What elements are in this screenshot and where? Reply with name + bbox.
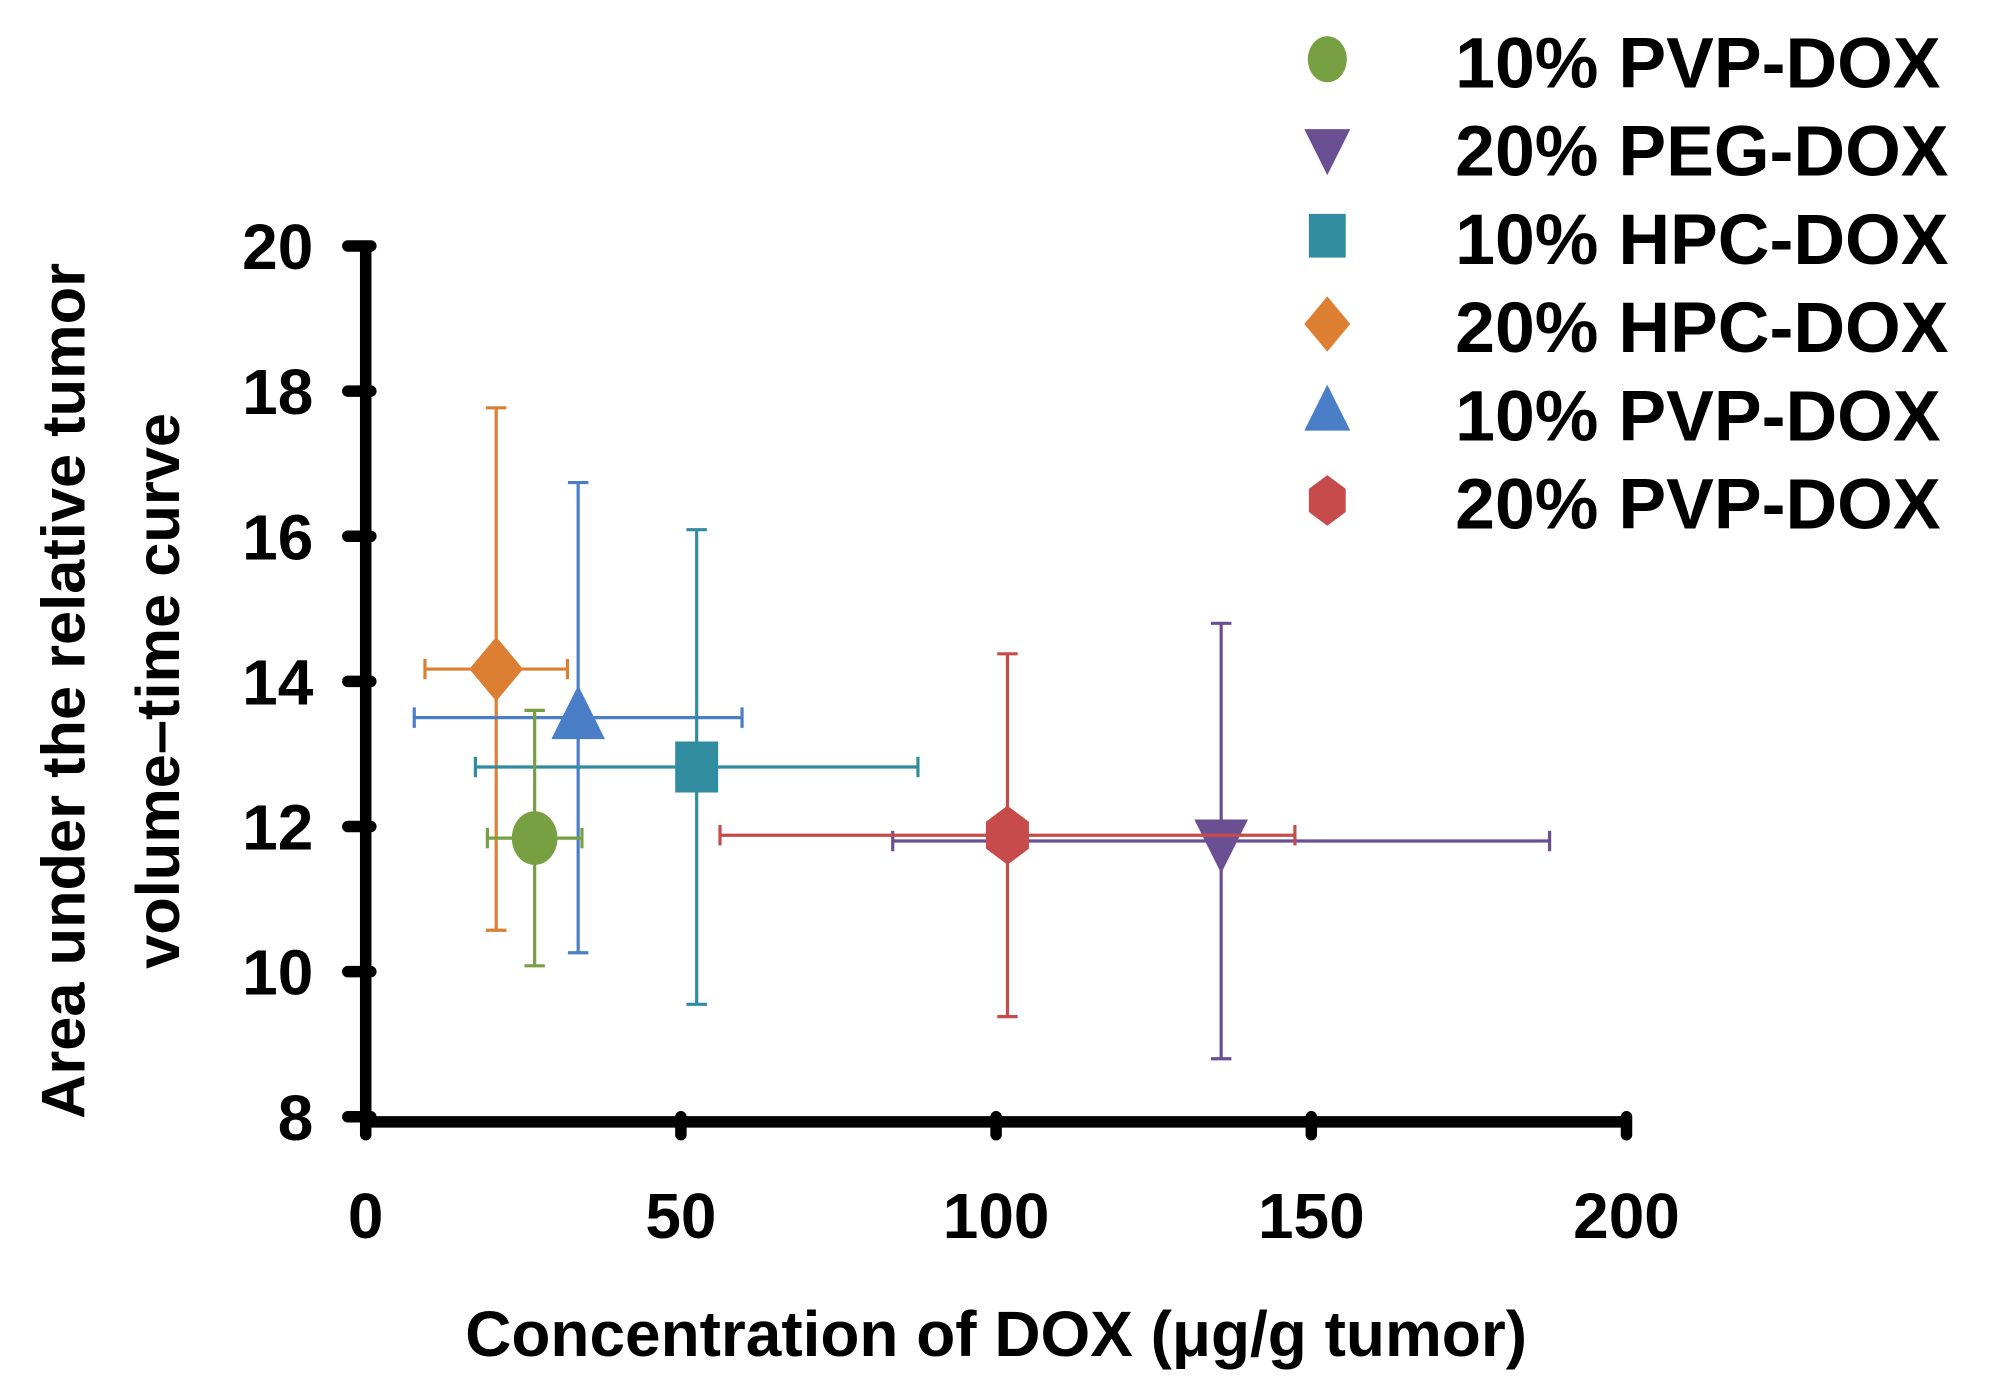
x-tick-label: 50	[645, 1180, 716, 1252]
legend-marker-square-icon	[1308, 213, 1346, 258]
legend-marker-triangle-down-icon	[1304, 129, 1351, 176]
legend-label: 20% HPC-DOX	[1455, 288, 1949, 368]
legend-marker-triangle-up-icon	[1304, 384, 1351, 431]
legend-item: 10% PVP-DOX	[1304, 376, 1941, 456]
ticks: 0 50 100 150 200 8 10 12 14 16 18 20	[242, 211, 1680, 1252]
y-axis-label-line-1: Area under the relative tumor	[29, 263, 98, 1119]
y-tick-label: 10	[242, 937, 313, 1009]
legend-label: 10% HPC-DOX	[1455, 200, 1949, 280]
legend-item: 20% HPC-DOX	[1304, 288, 1949, 368]
data-point-hexagon	[985, 805, 1029, 865]
data-marks	[412, 406, 1552, 1061]
legend-item: 10% PVP-DOX	[1307, 23, 1941, 103]
legend-item: 10% HPC-DOX	[1308, 200, 1949, 280]
data-point-group	[485, 708, 584, 968]
data-point-group	[412, 480, 744, 955]
legend-label: 10% PVP-DOX	[1455, 23, 1941, 103]
y-axis-label-line-2: volume–time curve	[124, 413, 193, 969]
legend-label: 10% PVP-DOX	[1455, 376, 1941, 456]
y-tick-label: 16	[242, 501, 313, 573]
legend-item: 20% PEG-DOX	[1304, 112, 1949, 192]
legend-label: 20% PVP-DOX	[1455, 465, 1941, 545]
legend-marker-diamond-icon	[1304, 296, 1351, 352]
data-point-circle	[511, 811, 558, 865]
y-tick-label: 14	[242, 646, 314, 718]
data-point-diamond	[469, 636, 524, 702]
data-point-group	[718, 652, 1297, 1019]
x-tick-label: 150	[1258, 1180, 1365, 1252]
legend-marker-circle-icon	[1307, 36, 1347, 83]
x-tick-label: 0	[348, 1180, 384, 1252]
legend-marker-hexagon-icon	[1308, 475, 1346, 526]
y-tick-label: 8	[278, 1082, 314, 1154]
y-tick-label: 20	[242, 211, 313, 283]
legend-label: 20% PEG-DOX	[1455, 112, 1949, 192]
data-point-triangle-up	[551, 685, 606, 740]
axes	[359, 240, 1632, 1128]
data-point-triangle-down	[1194, 819, 1249, 874]
data-point-group	[473, 528, 920, 1006]
x-tick-label: 200	[1573, 1180, 1680, 1252]
y-tick-label: 12	[242, 792, 313, 864]
legend-item: 20% PVP-DOX	[1308, 465, 1941, 545]
x-tick-label: 100	[943, 1180, 1050, 1252]
y-tick-label: 18	[242, 356, 313, 428]
x-axis-label: Concentration of DOX (μg/g tumor)	[465, 1298, 1527, 1370]
data-point-square	[675, 741, 719, 793]
